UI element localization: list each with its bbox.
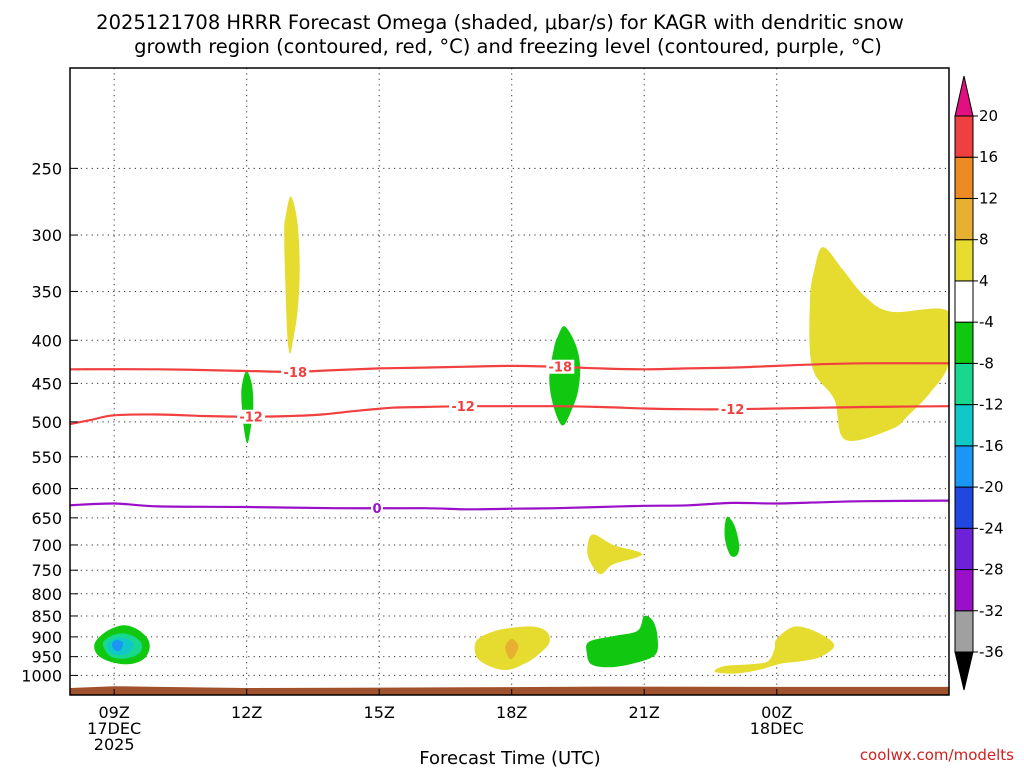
- contour-dgz-minus-18: [70, 362, 949, 373]
- contour-freezing-level-0: [70, 499, 949, 511]
- omega-region-green-12z-dgz: [241, 370, 254, 444]
- contour-label-bg: [718, 402, 747, 417]
- y-tick-label: 850: [31, 607, 62, 626]
- x-tick-label: 18DEC: [750, 719, 804, 738]
- y-tick-label: 700: [31, 536, 62, 555]
- colorbar-tick-label: -28: [979, 561, 1004, 579]
- y-tick-label: 550: [31, 448, 62, 467]
- colorbar-swatch: [954, 610, 974, 653]
- omega-region-upper-yellow-13z: [284, 196, 300, 354]
- y-tick-label: 500: [31, 413, 62, 432]
- contour-label-bg: [370, 501, 383, 516]
- x-tick-label: 00Z: [761, 703, 792, 722]
- x-axis-label: Forecast Time (UTC): [419, 748, 600, 768]
- y-tick-label: 650: [31, 509, 62, 528]
- y-tick-label: 950: [31, 648, 62, 667]
- colorbar-tick-label: -16: [979, 437, 1004, 455]
- colorbar-swatch: [954, 321, 974, 364]
- colorbar-tick-label: -20: [979, 478, 1004, 496]
- colorbar-tick-label: 4: [979, 272, 989, 290]
- contour-label: -18: [549, 361, 573, 376]
- omega-region-yellow-00z-low: [714, 626, 835, 674]
- colorbar-arrow-high: [954, 75, 974, 117]
- omega-shading: [94, 196, 949, 674]
- x-tick-label: 21Z: [629, 703, 660, 722]
- y-axis-ticks: 250 300 350 400 450 500 550 600 650 700 750 800 850 9…: [21, 159, 78, 685]
- colorbar: -36 -32 -28 -24 -20 -16 -12 -8 -4 4 8 12 16 20: [954, 75, 1004, 691]
- contour-label-bg: [237, 409, 266, 424]
- plot-frame: [69, 67, 950, 696]
- contour-label-bg: [449, 399, 478, 414]
- x-tick-label: 12Z: [231, 703, 262, 722]
- colorbar-tick-label: -12: [979, 396, 1004, 414]
- y-tick-label: 600: [31, 480, 62, 499]
- colorbar-swatch: [954, 527, 974, 571]
- y-tick-label: 900: [31, 628, 62, 647]
- y-tick-label: 400: [31, 331, 62, 350]
- chart-title-line-2: growth region (contoured, red, °C) and f…: [134, 35, 882, 58]
- source-credit[interactable]: coolwx.com/modelts: [860, 746, 1014, 764]
- colorbar-swatch: [954, 404, 974, 447]
- colorbar-tick-label: 16: [979, 148, 998, 166]
- y-tick-label: 1000: [21, 666, 62, 685]
- gridlines: [70, 68, 949, 695]
- y-tick-label: 750: [31, 561, 62, 580]
- colorbar-swatch: [954, 156, 974, 199]
- chart-title: 2025121708 HRRR Forecast Omega (shaded, …: [96, 11, 904, 58]
- x-tick-label: 17DEC: [87, 719, 141, 738]
- omega-region-green-23z-mid: [724, 516, 740, 557]
- terrain-fill: [70, 686, 949, 695]
- colorbar-tick-label: -8: [979, 354, 994, 372]
- contour-dgz-minus-12: [70, 405, 949, 426]
- contour-label: -18: [284, 366, 308, 381]
- contour-label: 0: [372, 502, 381, 517]
- colorbar-tick-label: -24: [979, 519, 1004, 537]
- colorbar-tick-label: -36: [979, 643, 1004, 661]
- y-tick-label: 800: [31, 585, 62, 604]
- colorbar-tick-label: -32: [979, 602, 1004, 620]
- contour-label: -12: [721, 403, 745, 418]
- contour-label-bg: [281, 364, 310, 379]
- colorbar-arrow-low: [954, 651, 974, 691]
- colorbar-tick-label: 8: [979, 231, 989, 249]
- y-tick-label: 300: [31, 226, 62, 245]
- x-tick-label: 2025: [94, 735, 135, 754]
- omega-region-orange-18z-low: [505, 638, 519, 660]
- colorbar-tick-label: 20: [979, 107, 998, 125]
- y-tick-label: 450: [31, 374, 62, 393]
- omega-region-yellow-01z-upper: [809, 247, 949, 441]
- colorbar-swatch: [954, 569, 974, 612]
- y-tick-label: 250: [31, 159, 62, 178]
- omega-region-green-21z-low: [586, 615, 659, 668]
- colorbar-swatch: [954, 239, 974, 282]
- x-tick-label: 15Z: [364, 703, 395, 722]
- contour-label: -12: [239, 411, 263, 426]
- contour-label: -12: [451, 400, 475, 415]
- contour-label-bg: [546, 359, 575, 374]
- y-tick-label: 350: [31, 282, 62, 301]
- colorbar-swatch: [954, 280, 974, 323]
- colorbar-tick-label: -4: [979, 313, 994, 331]
- chart-title-line-1: 2025121708 HRRR Forecast Omega (shaded, …: [96, 11, 904, 34]
- omega-region-blue-09z-low: [111, 639, 124, 652]
- colorbar-swatch: [954, 486, 974, 529]
- omega-region-yellow-20z-mid: [587, 534, 642, 575]
- colorbar-swatch: [954, 115, 974, 158]
- temperature-contours: -18 -18 -12 -12 -12 0: [70, 359, 949, 517]
- omega-region-green-19z-dgz: [549, 326, 581, 426]
- colorbar-swatch: [954, 197, 974, 241]
- colorbar-tick-label: 12: [979, 189, 998, 207]
- colorbar-swatch: [954, 445, 974, 488]
- terrain: [70, 686, 949, 695]
- x-tick-label: 18Z: [496, 703, 527, 722]
- x-tick-label: 09Z: [99, 703, 130, 722]
- colorbar-swatch: [954, 362, 974, 406]
